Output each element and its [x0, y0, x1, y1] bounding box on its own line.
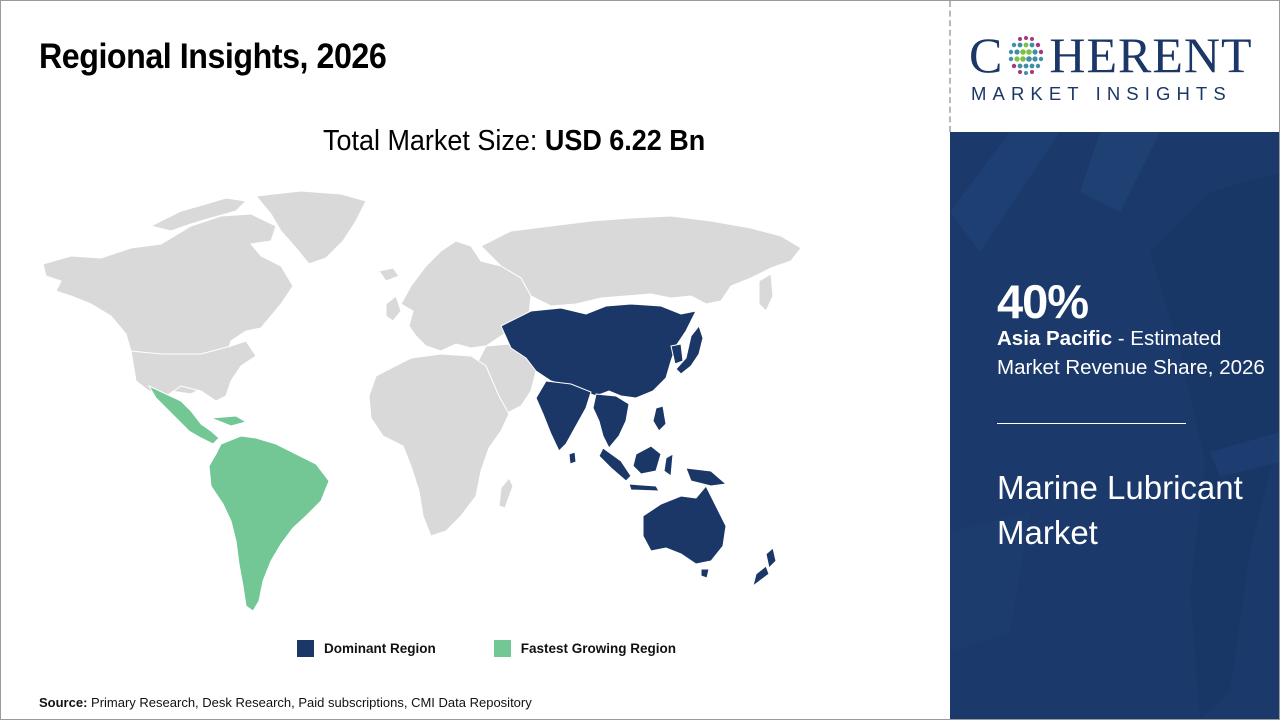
source-text: Primary Research, Desk Research, Paid su… [91, 695, 532, 710]
panel-background-texture [950, 132, 1279, 719]
market-size-value: USD 6.22 Bn [544, 125, 706, 157]
company-logo: C HERENT MARKET INSIGHTS [969, 27, 1269, 105]
north-america-region [42, 213, 294, 395]
legend-item-fastest-growing: Fastest Growing Region [493, 640, 677, 657]
greenland [255, 190, 367, 265]
globe-dots-icon [1009, 36, 1044, 75]
market-size-label: Total Market Size: [323, 125, 538, 157]
total-market-size: Total Market Size: USD 6.22 Bn [323, 125, 705, 158]
logo-wordmark: C HERENT [969, 27, 1269, 83]
stat-desc-text: - Estimated Market Revenue Share, 2026 [997, 327, 1265, 379]
panel-rule [997, 423, 1186, 424]
africa-region [368, 353, 510, 537]
legend-label: Fastest Growing Region [520, 641, 677, 656]
logo-rest: HERENT [1049, 27, 1253, 83]
russia-region [480, 215, 802, 307]
map-legend: Dominant Region Fastest Growing Region [297, 640, 676, 657]
source-label: Source: [39, 695, 88, 710]
highlight-panel: 40% Asia Pacific - Estimated Market Reve… [950, 132, 1279, 719]
world-map [42, 190, 802, 612]
legend-item-dominant: Dominant Region [297, 640, 436, 657]
logo-subtitle: MARKET INSIGHTS [971, 83, 1232, 104]
legend-label: Dominant Region [324, 641, 436, 656]
legend-swatch-dominant [297, 640, 314, 657]
asia-pacific-region [500, 303, 777, 588]
logo-first-letter: C [969, 27, 1004, 83]
market-name: Marine Lubricant Market [997, 469, 1243, 551]
panel-divider [949, 1, 951, 132]
stat-value: 40% [997, 275, 1089, 328]
legend-swatch-fastest-growing [493, 640, 511, 657]
source-note: Source: Primary Research, Desk Research,… [39, 695, 532, 710]
stat-description: Asia Pacific - Estimated Market Revenue … [997, 324, 1267, 382]
latin-america-region [147, 384, 330, 612]
page-title: Regional Insights, 2026 [39, 37, 387, 76]
stat-region: Asia Pacific [997, 327, 1113, 350]
